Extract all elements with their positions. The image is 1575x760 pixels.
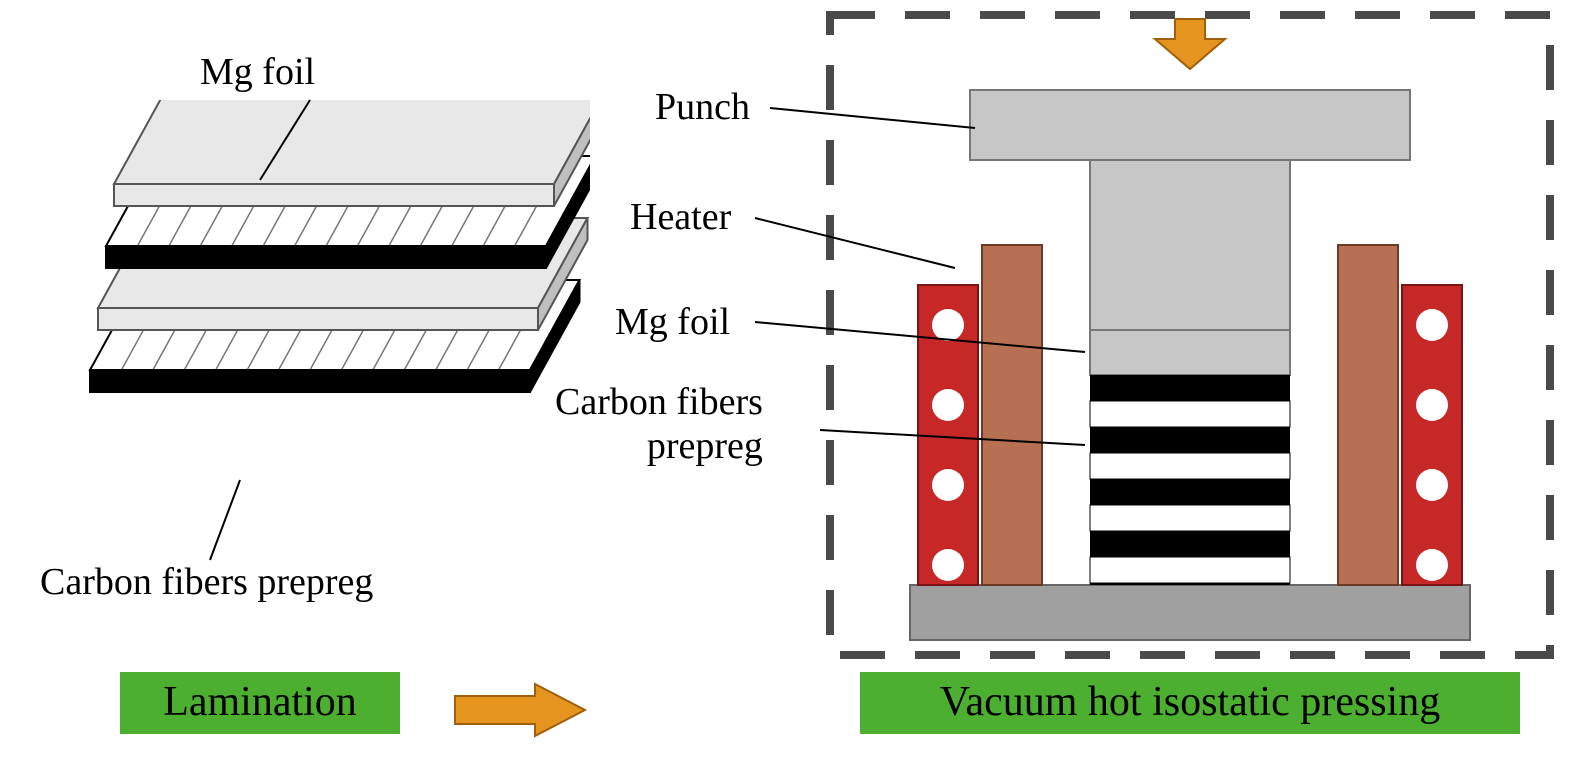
step-pressing: Vacuum hot isostatic pressing	[860, 672, 1520, 734]
press-diagram	[820, 5, 1560, 665]
label-carbon-prepreg-left: Carbon fibers prepreg	[40, 560, 373, 604]
lamination-stack	[30, 100, 590, 620]
label-heater: Heater	[630, 195, 731, 239]
down-arrow-icon	[1150, 14, 1230, 74]
label-punch: Punch	[655, 85, 750, 129]
label-carbon-prepreg-right: Carbon fibers prepreg	[555, 380, 763, 468]
process-arrow-icon	[450, 682, 590, 738]
step-lamination: Lamination	[120, 672, 400, 734]
label-mg-foil-right: Mg foil	[615, 300, 730, 344]
label-mg-foil-left: Mg foil	[200, 50, 315, 94]
